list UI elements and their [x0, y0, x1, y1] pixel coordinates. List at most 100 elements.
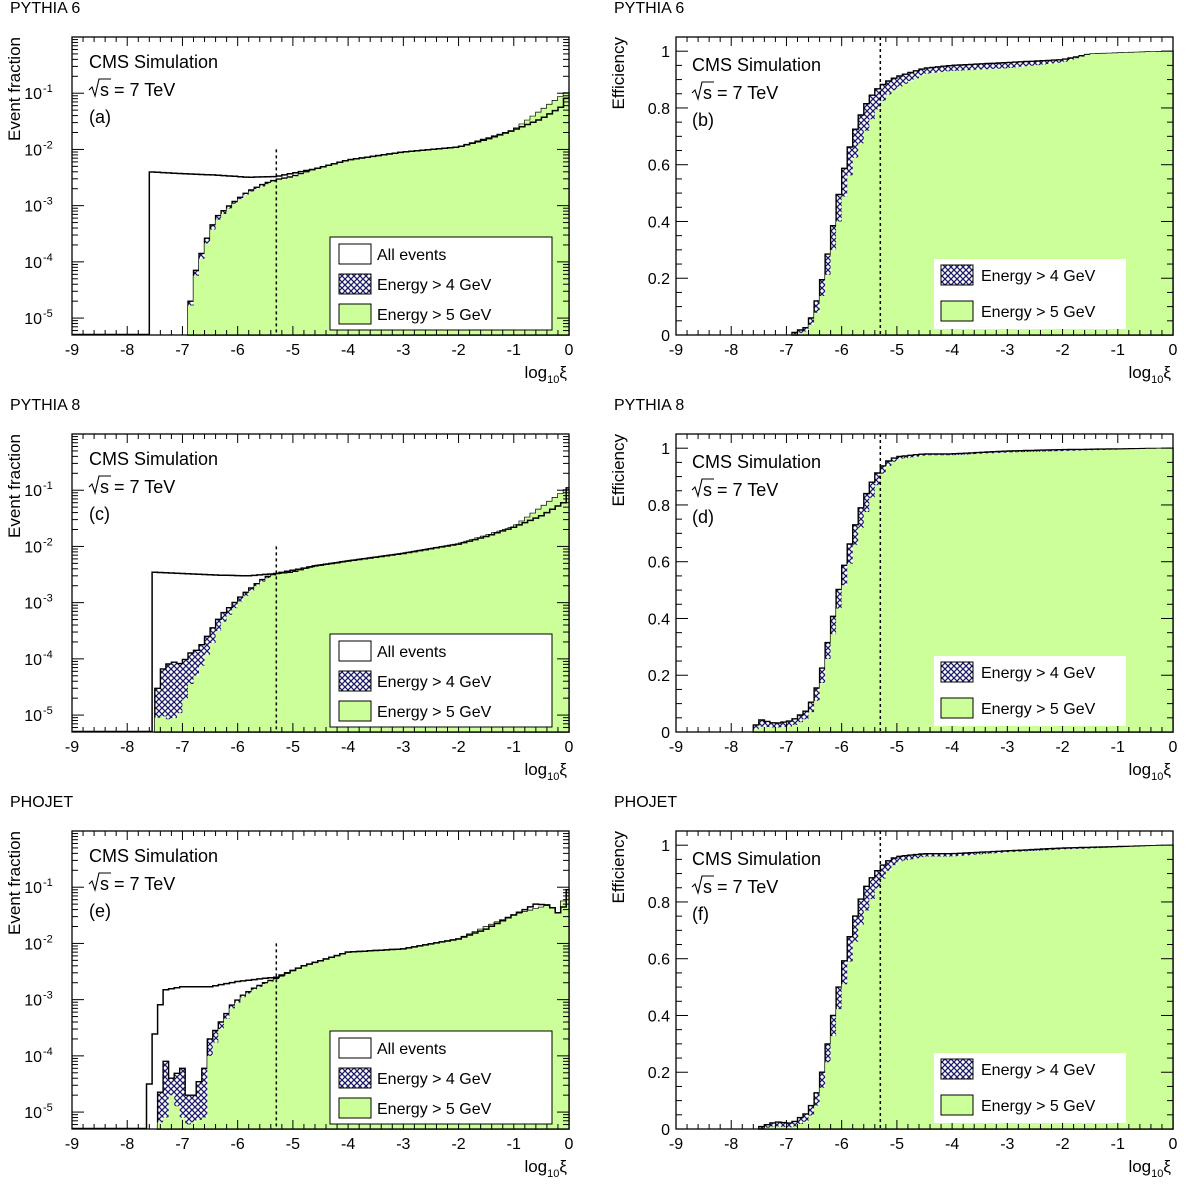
y-tick-label: 1 [661, 838, 670, 855]
series-all-events [71, 487, 569, 733]
x-tick-label: -5 [890, 739, 904, 756]
panel-generator-title: PHOJET [10, 794, 73, 811]
energy-label: s = 7 TeV [703, 480, 778, 500]
cms-simulation-label: CMS Simulation [692, 55, 821, 75]
legend-label-4gev: Energy > 4 GeV [981, 665, 1096, 682]
legend-label-4gev: Energy > 4 GeV [377, 1071, 492, 1088]
sqrt-symbol [88, 78, 111, 99]
legend-swatch-5gev [940, 1094, 974, 1116]
y-tick-exponent: -2 [43, 536, 53, 548]
y-tick-label: 1 [661, 44, 670, 61]
cms-simulation-label: CMS Simulation [692, 452, 821, 472]
panel-label: (e) [89, 901, 111, 921]
x-axis-label: log10ξ [524, 363, 567, 386]
x-tick-label: -1 [1111, 1136, 1125, 1153]
x-axis-label-xi: ξ [559, 1157, 567, 1176]
x-tick-label: -1 [1111, 739, 1125, 756]
y-tick-label: 10 [24, 483, 42, 500]
y-tick-label: 0.8 [648, 498, 670, 515]
x-axis-label-xi: ξ [1163, 760, 1171, 779]
legend-swatch-5gev [338, 1097, 372, 1119]
x-tick-label: -7 [779, 739, 793, 756]
y-tick-label: 10 [24, 539, 42, 556]
x-tick-label: -2 [1055, 1136, 1069, 1153]
legend-label-4gev: Energy > 4 GeV [377, 277, 492, 294]
legend-label-4gev: Energy > 4 GeV [377, 674, 492, 691]
y-axis-label: Event fraction [5, 37, 24, 141]
panel-label: (c) [89, 504, 110, 524]
y-tick-exponent: -3 [43, 196, 53, 208]
x-tick-label: -7 [175, 342, 189, 359]
panel-b: PYTHIA 6-9 -8 -7 -6 -5 -4 -3 -2 -1 0log10ξEfficie… [609, 0, 1178, 386]
x-tick-label: -7 [175, 1136, 189, 1153]
y-tick-label: 10 [24, 993, 42, 1010]
y-tick-label: 10 [24, 652, 42, 669]
x-tick-label: -2 [451, 342, 465, 359]
x-axis-label-log: log [524, 1157, 547, 1176]
x-tick-label: -9 [669, 1136, 683, 1153]
y-axis-label: Event fraction [5, 434, 24, 538]
y-tick-label: 0.6 [648, 952, 670, 969]
x-axis-label-log: log [524, 363, 547, 382]
y-tick-label: 10 [24, 142, 42, 159]
x-tick-label: -6 [835, 1136, 849, 1153]
x-tick-label: -8 [724, 342, 738, 359]
y-tick-label: 0.6 [648, 158, 670, 175]
legend-label-all: All events [377, 1041, 446, 1058]
legend-swatch-4gev [338, 670, 372, 692]
x-tick-label: -4 [945, 1136, 959, 1153]
legend-label-5gev: Energy > 5 GeV [981, 701, 1096, 718]
y-tick-exponent: -5 [43, 705, 53, 717]
y-tick-exponent: -4 [43, 1046, 53, 1058]
y-tick-label: 0.8 [648, 895, 670, 912]
y-tick-exponent: -5 [43, 1102, 53, 1114]
y-tick-label: 0.4 [648, 1008, 670, 1025]
y-tick-label: 0.6 [648, 555, 670, 572]
x-tick-label: 0 [1169, 1136, 1178, 1153]
x-tick-label: -5 [286, 739, 300, 756]
legend-swatch-5gev [940, 697, 974, 719]
y-tick-label: 10 [24, 596, 42, 613]
x-tick-label: -9 [65, 1136, 79, 1153]
x-axis-label: log10ξ [1128, 1157, 1171, 1180]
legend-swatch-all [338, 1037, 372, 1059]
y-tick-base: 10 [24, 936, 42, 953]
panel-generator-title: PYTHIA 6 [10, 0, 80, 17]
y-axis-label: Efficiency [609, 37, 628, 110]
x-tick-label: -6 [231, 342, 245, 359]
y-tick-base: 10 [24, 652, 42, 669]
panel-d: PYTHIA 8-9 -8 -7 -6 -5 -4 -3 -2 -1 0log10ξEfficie… [609, 397, 1178, 783]
y-tick-label: 0 [661, 725, 670, 742]
legend-swatch-4gev [338, 1067, 372, 1089]
panel-generator-title: PYTHIA 8 [10, 397, 80, 414]
x-tick-label: -4 [945, 342, 959, 359]
y-tick-label: 0 [661, 328, 670, 345]
y-axis-label: Efficiency [609, 434, 628, 507]
legend-label-4gev: Energy > 4 GeV [981, 1062, 1096, 1079]
x-axis-label-sub: 10 [1151, 374, 1163, 386]
legend-swatch-all [338, 640, 372, 662]
y-tick-base: 10 [24, 142, 42, 159]
legend-label-all: All events [377, 644, 446, 661]
x-tick-label: -3 [1000, 1136, 1014, 1153]
legend-swatch-5gev [940, 300, 974, 322]
x-tick-label: -5 [286, 342, 300, 359]
plot-frame [675, 433, 1174, 733]
x-axis-label: log10ξ [1128, 363, 1171, 386]
y-tick-label: 0.2 [648, 668, 670, 685]
x-axis-label-sub: 10 [1151, 1168, 1163, 1180]
y-tick-exponent: -4 [43, 649, 53, 661]
y-tick-base: 10 [24, 483, 42, 500]
series-all-events [71, 889, 569, 1130]
y-tick-label: 0.4 [648, 611, 670, 628]
x-tick-label: -2 [1055, 739, 1069, 756]
x-tick-label: -8 [724, 739, 738, 756]
series-all-events [71, 97, 569, 336]
legend-swatch-5gev [338, 700, 372, 722]
energy-label: s = 7 TeV [100, 477, 175, 497]
panel-label: (a) [89, 107, 111, 127]
y-tick-exponent: -2 [43, 139, 53, 151]
